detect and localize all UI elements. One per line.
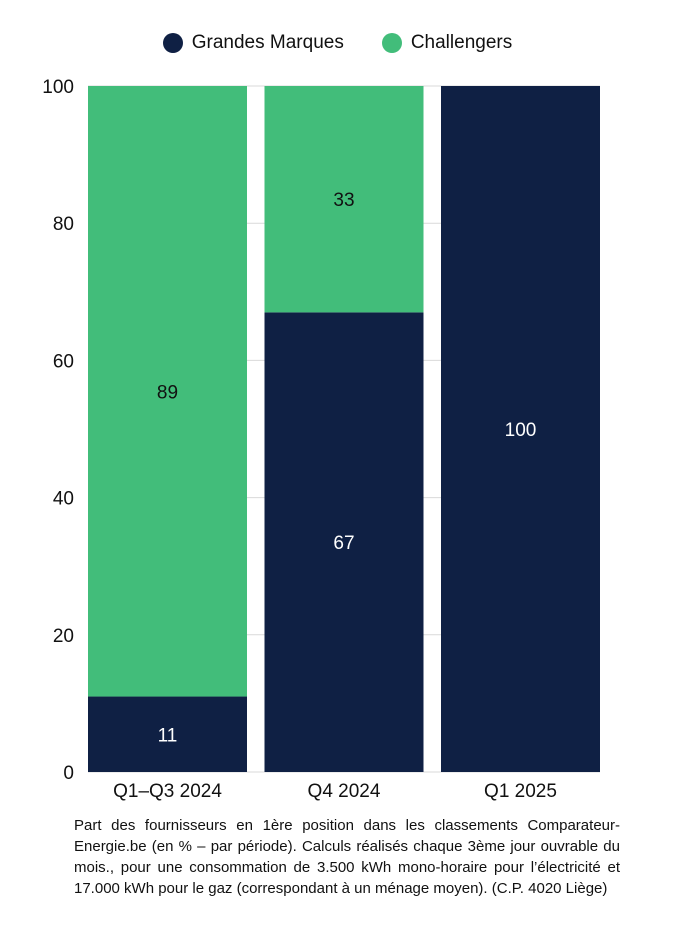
y-tick-label-1: 20 <box>53 626 74 647</box>
x-tick-label-2: Q1 2025 <box>484 781 557 802</box>
data-label-1-0: 89 <box>157 382 178 403</box>
bar-1-1 <box>264 86 424 313</box>
legend-label-challengers: Challengers <box>410 32 513 53</box>
data-label-0-2: 100 <box>505 420 537 441</box>
stacked-bar-chart: 0 20 40 60 80 100 11 89 Q1–Q3 2024 67 33 Q4 2024 100… <box>42 77 600 802</box>
legend-dot-grandes-marques <box>162 33 183 53</box>
data-label-1-1: 33 <box>333 190 354 211</box>
bar-1-0 <box>88 86 247 697</box>
legend-label-grandes-marques: Grandes Marques <box>191 32 344 53</box>
bar-0-0 <box>88 696 247 772</box>
bar-0-1 <box>264 312 424 772</box>
bar-0-2 <box>441 86 600 772</box>
legend-dot-challengers <box>381 33 402 53</box>
chart-caption: Part des fournisseurs en 1ère position d… <box>74 817 620 897</box>
legend-item-grandes-marques: Grandes Marques <box>162 32 344 54</box>
legend: Grandes Marques Challengers <box>0 32 675 54</box>
x-tick-label-0: Q1–Q3 2024 <box>113 781 222 802</box>
data-label-0-1: 67 <box>333 533 354 554</box>
y-tick-label-2: 40 <box>53 489 74 510</box>
y-tick-label-3: 60 <box>53 351 74 372</box>
y-tick-label-0: 0 <box>63 763 74 784</box>
legend-item-challengers: Challengers <box>381 32 513 54</box>
y-tick-label-5: 100 <box>42 77 74 98</box>
x-tick-label-1: Q4 2024 <box>308 781 381 802</box>
data-label-0-0: 11 <box>158 725 178 746</box>
y-tick-label-4: 80 <box>53 214 74 235</box>
